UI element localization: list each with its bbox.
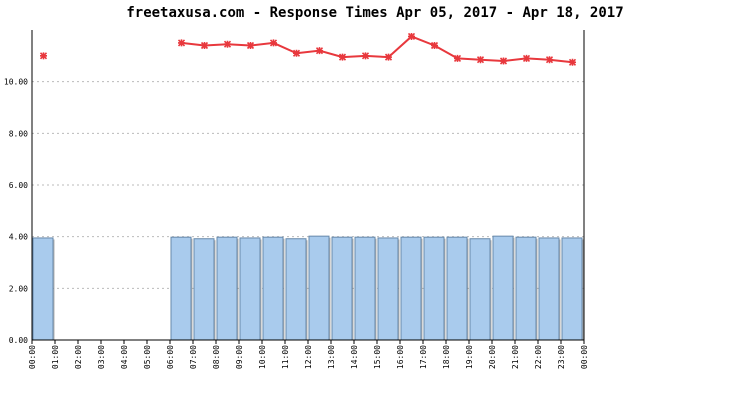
x-tick-label: 23:00	[557, 345, 566, 369]
bar	[561, 237, 583, 341]
x-tick-label: 07:00	[189, 345, 198, 369]
bar	[538, 237, 560, 341]
x-tick-label: 10:00	[258, 345, 267, 369]
y-tick-label: 10.00	[4, 78, 28, 87]
line-point	[384, 53, 393, 61]
bar	[423, 236, 445, 341]
point-marker	[292, 49, 301, 57]
line-point	[292, 49, 301, 57]
line-point	[430, 41, 439, 50]
y-tick-label: 2.00	[9, 284, 28, 293]
line-point	[177, 39, 186, 47]
x-tick-label: 01:00	[51, 345, 60, 369]
point-marker	[200, 41, 209, 50]
x-tick-label: 05:00	[143, 345, 152, 369]
bar	[262, 236, 284, 341]
x-tick-label: 09:00	[235, 345, 244, 369]
y-tick-label: 4.00	[9, 233, 28, 242]
bar	[170, 236, 192, 341]
bar	[515, 236, 537, 341]
x-tick-label: 06:00	[166, 345, 175, 369]
line-series	[39, 32, 577, 66]
x-tick-label: 14:00	[350, 345, 359, 369]
bar	[216, 236, 238, 341]
x-tick-label: 11:00	[281, 345, 290, 369]
x-tick-label: 13:00	[327, 345, 336, 369]
point-marker	[384, 53, 393, 61]
x-tick-label: 03:00	[97, 345, 106, 369]
y-tick-label: 0.00	[9, 336, 28, 345]
point-marker	[522, 54, 531, 62]
line-point	[269, 39, 278, 47]
point-marker	[177, 39, 186, 47]
bar	[469, 238, 491, 341]
line-point	[407, 32, 416, 41]
x-tick-labels: 00:00 01:00 02:00 03:00 04:00 05:00 06:00 07:00…	[28, 345, 589, 369]
bar	[331, 236, 353, 341]
point-marker	[269, 39, 278, 47]
bar	[446, 236, 468, 341]
x-tick-label: 16:00	[396, 345, 405, 369]
x-tick-label: 22:00	[534, 345, 543, 369]
point-marker	[338, 53, 347, 61]
x-tick-label: 12:00	[304, 345, 313, 369]
x-tick-label: 20:00	[488, 345, 497, 369]
chart-title: freetaxusa.com - Response Times Apr 05, …	[126, 5, 624, 21]
x-tick-label: 08:00	[212, 345, 221, 369]
axes	[31, 30, 585, 344]
bar-series	[32, 235, 584, 341]
line-point	[453, 54, 462, 62]
x-tick-label: 21:00	[511, 345, 520, 369]
point-marker	[246, 41, 255, 50]
point-marker	[453, 54, 462, 62]
line-point	[499, 57, 508, 65]
line-point	[200, 41, 209, 50]
y-tick-labels: 0.00 2.00 4.00 6.00 8.00 10.00	[4, 78, 28, 345]
x-tick-label: 19:00	[465, 345, 474, 369]
bar	[492, 235, 514, 341]
bar	[377, 237, 399, 341]
point-marker	[223, 40, 232, 48]
point-marker	[361, 52, 370, 60]
bar	[400, 236, 422, 341]
x-tick-label: 00:00	[580, 345, 589, 369]
point-marker	[568, 58, 577, 66]
x-tick-label: 18:00	[442, 345, 451, 369]
bar	[239, 237, 261, 341]
y-tick-label: 6.00	[9, 181, 28, 190]
line-point	[476, 56, 485, 64]
point-marker	[39, 52, 48, 60]
bar	[193, 238, 215, 341]
line-point	[223, 40, 232, 48]
x-tick-label: 04:00	[120, 345, 129, 369]
point-marker	[430, 41, 439, 50]
line-point	[522, 54, 531, 62]
bar	[285, 238, 307, 341]
line-point	[338, 53, 347, 61]
line-point	[39, 52, 48, 60]
line-point	[246, 41, 255, 50]
x-tick-label: 17:00	[419, 345, 428, 369]
point-marker	[499, 57, 508, 65]
line-point	[568, 58, 577, 66]
line-point	[315, 47, 324, 55]
line-path	[181, 35, 573, 64]
point-marker	[545, 56, 554, 64]
point-marker	[315, 47, 324, 55]
line-point	[361, 52, 370, 60]
grid-lines	[32, 81, 584, 289]
line-point	[545, 56, 554, 64]
x-tick-label: 02:00	[74, 345, 83, 369]
point-marker	[476, 56, 485, 64]
y-tick-label: 8.00	[9, 129, 28, 138]
x-tick-label: 00:00	[28, 345, 37, 369]
x-tick-label: 15:00	[373, 345, 382, 369]
point-marker	[407, 32, 416, 41]
bar	[32, 237, 54, 341]
bar	[354, 236, 376, 341]
bar	[308, 235, 330, 341]
